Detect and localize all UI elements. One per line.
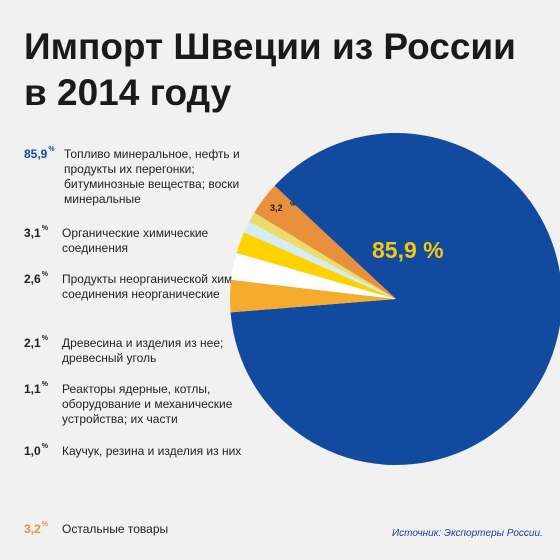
pie-slice <box>254 185 396 299</box>
legend-percent-value: 3,2 <box>24 522 41 536</box>
legend-percent: 3,2% <box>24 521 64 536</box>
legend-percent-unit: % <box>48 146 55 153</box>
legend-label: Остальные товары <box>62 522 169 536</box>
legend-label: Древесина и изделия из нее; древесный уг… <box>62 336 224 365</box>
pie-slice <box>229 279 396 313</box>
legend-percent-unit: % <box>41 381 48 388</box>
legend-percent: 2,1% <box>24 335 64 350</box>
legend-percent: 1,0% <box>24 443 64 458</box>
legend-label: Топливо минеральное, нефть и продукты их… <box>64 147 240 206</box>
legend-percent-unit: % <box>41 271 48 278</box>
legend-percent: 1,1% <box>24 381 64 396</box>
pie-label-others: 3,2 <box>270 203 283 213</box>
legend-percent-value: 1,1 <box>24 382 41 396</box>
pie-slice <box>249 212 396 299</box>
legend-label: Органические химические соединения <box>62 226 209 255</box>
chart-title: Импорт Швеции из России в 2014 году <box>24 24 544 116</box>
title-line-1: Импорт Швеции из России <box>24 26 516 67</box>
legend-percent-value: 2,1 <box>24 336 41 350</box>
pie-label-others-unit: % <box>290 202 296 208</box>
pie-slice <box>236 232 396 299</box>
legend-percent-value: 1,0 <box>24 444 41 458</box>
pie-slice <box>231 252 396 299</box>
legend-percent-unit: % <box>41 335 48 342</box>
pie-slice <box>244 221 396 299</box>
legend-percent: 2,6% <box>24 271 64 286</box>
legend-label: Продукты неорганической химии; соединени… <box>62 272 250 301</box>
legend-label: Каучук, резина и изделия из них <box>62 444 242 458</box>
legend-percent-unit: % <box>41 225 48 232</box>
title-line-2: в 2014 году <box>24 72 232 113</box>
pie-label-main: 85,9 % <box>372 237 444 263</box>
legend-percent-value: 2,6 <box>24 272 41 286</box>
legend-percent-unit: % <box>41 443 48 450</box>
pie-slice <box>230 133 560 465</box>
legend-percent: 85,9% <box>24 146 64 161</box>
legend-percent-value: 3,1 <box>24 226 41 240</box>
legend-percent-unit: % <box>41 521 48 528</box>
source-note: Источник: Экспортеры России. <box>392 528 543 539</box>
legend-label: Реакторы ядерные, котлы, оборудование и … <box>62 382 233 426</box>
legend-percent: 3,1% <box>24 225 64 240</box>
legend-percent-value: 85,9 <box>24 147 48 161</box>
